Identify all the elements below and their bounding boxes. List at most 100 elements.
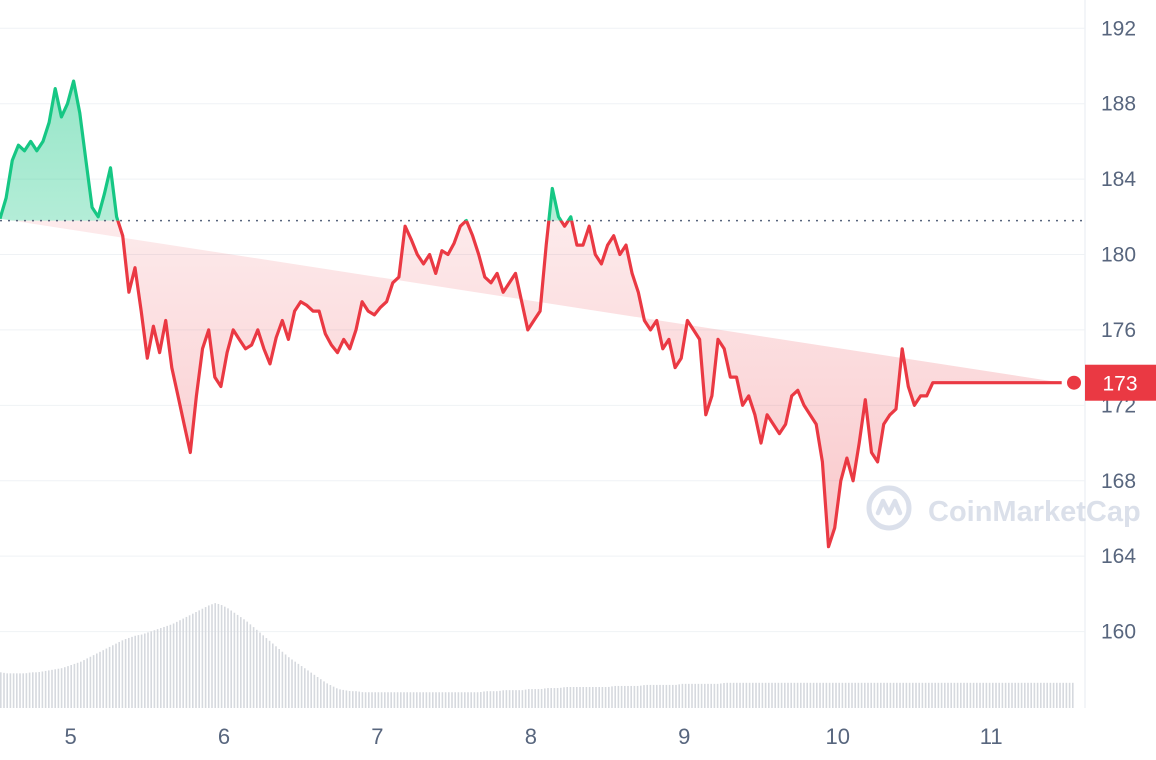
volume-bar [681,683,684,708]
volume-bar [726,682,728,708]
volume-bar [25,673,28,708]
volume-bar [214,603,216,708]
volume-bar [560,687,562,708]
volume-bar [825,682,828,708]
x-tick-label: 5 [64,724,76,749]
volume-bar [592,687,594,708]
volume-bar [480,692,482,708]
volume-bar [345,690,348,708]
volume-bar [227,608,229,708]
volume-bar [806,682,808,708]
volume-bar [6,673,8,708]
volume-bar [259,632,261,708]
volume-bar [787,682,789,708]
volume-bar [899,682,901,708]
volume-bar [995,682,997,708]
volume-bar [620,685,623,708]
volume-bar [48,670,50,708]
volume-bar [310,672,312,708]
volume-bar [19,673,21,708]
volume-bar [268,640,271,708]
volume-bar [307,670,309,708]
volume-bar [188,615,191,708]
volume-bar [851,682,853,708]
volume-bars [0,603,1074,708]
volume-bar [182,618,184,708]
volume-bar [160,628,162,708]
volume-bar [451,692,453,708]
volume-bar [57,668,60,708]
volume-bar [416,692,418,708]
volume-bar [163,626,165,708]
volume-bar [672,684,674,708]
volume-bar [153,630,156,708]
volume-bar [99,651,101,708]
volume-bar [150,631,152,708]
volume-bar [476,692,479,708]
volume-bar [1056,682,1058,708]
volume-bar [707,683,709,708]
volume-bar [118,641,120,708]
y-tick-label: 168 [1101,470,1136,493]
volume-bar [320,679,322,708]
volume-bar [553,688,556,708]
volume-bar [54,669,56,708]
x-tick-label: 11 [980,724,1003,749]
volume-bar [1017,682,1020,708]
volume-bar [249,624,252,708]
volume-bar [934,682,936,708]
volume-bar [297,663,300,708]
volume-bar [700,683,703,708]
volume-bar [515,690,517,708]
volume-bar [448,692,450,708]
volume-bar [764,682,767,708]
volume-bar [556,688,559,708]
price-line [0,79,1062,549]
volume-bar [963,682,965,708]
volume-bar [688,683,690,708]
volume-bar [540,688,543,708]
volume-bar [732,682,735,708]
volume-bar [611,686,613,708]
volume-bar [166,625,168,708]
volume-bar [35,672,37,708]
volume-bar [172,623,175,708]
volume-bar [371,692,373,708]
volume-bar [233,612,236,708]
volume-bar [675,684,677,708]
volume-bar [566,687,568,708]
volume-bar [1062,682,1064,708]
volume-bar [998,682,1000,708]
volume-bar [342,689,344,708]
volume-bar [604,687,607,708]
x-tick-label: 10 [825,724,849,749]
volume-bar [512,690,514,708]
volume-bar [614,685,616,708]
volume-bar [291,659,293,708]
volume-bar [313,674,316,708]
volume-bar [752,682,754,708]
y-tick-label: 180 [1101,244,1136,267]
volume-bar [582,687,584,708]
volume-bar [1049,682,1052,708]
volume-bar [108,646,111,708]
volume-bar [1046,682,1048,708]
volume-bar [777,682,780,708]
volume-bar [873,682,876,708]
volume-bar [720,683,722,708]
volume-bar [444,692,447,708]
volume-bar [569,687,572,708]
volume-bar [1068,682,1071,708]
volume-bar [822,682,824,708]
volume-bar [867,682,869,708]
volume-bar [563,687,565,708]
volume-bar [51,669,53,708]
volume-bar [902,682,904,708]
volume-bar [758,682,760,708]
volume-bar [976,682,978,708]
volume-bar [508,690,511,708]
volume-bar [928,682,930,708]
volume-bar [364,692,367,708]
volume-bar [464,692,466,708]
